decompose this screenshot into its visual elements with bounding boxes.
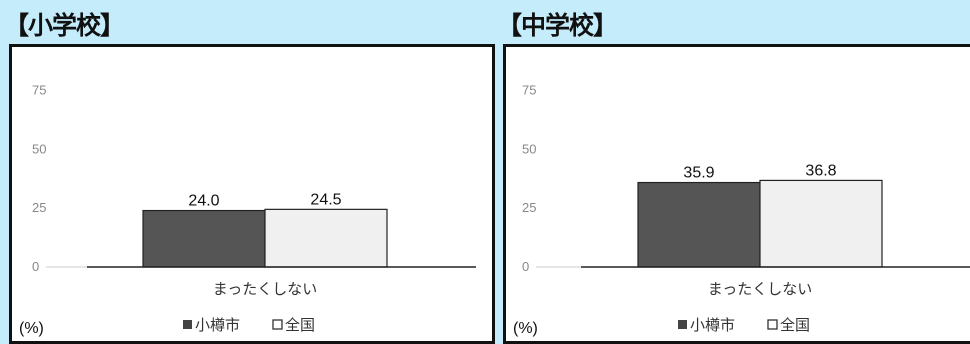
category-label: まったくしない	[708, 280, 812, 298]
unit-label: (%)	[19, 320, 44, 337]
legend-label-national: 全国	[285, 316, 315, 334]
bar-national	[759, 179, 883, 268]
legend-marker-otaru	[678, 320, 687, 329]
chart-panel-elementary: 0 25 50 75 24.0 24.5 まったくしない小樽市 全国 (%)	[9, 44, 495, 344]
y-tick-label: 75	[32, 83, 46, 98]
bar-value-label: 24.5	[310, 191, 341, 208]
y-tick-label: 50	[32, 141, 46, 156]
category-label: まったくしない	[213, 280, 317, 298]
y-tick-label: 50	[522, 141, 536, 156]
chart-title-junior-high: 【中学校】	[497, 11, 618, 40]
legend-marker-otaru	[183, 320, 192, 329]
bar-otaru	[142, 209, 266, 268]
bar-value-label: 36.8	[805, 162, 836, 179]
legend-marker-national	[272, 319, 283, 330]
bar-otaru	[637, 181, 761, 268]
y-tick-label: 75	[522, 83, 536, 98]
chart-panel-junior-high: 0 25 50 75 35.9 36.8 まったくしない小樽市 全国 (%)	[503, 44, 970, 344]
bar-value-label: 35.9	[683, 165, 714, 182]
legend-label-national: 全国	[780, 316, 810, 334]
bar-value-label: 24.0	[188, 193, 219, 210]
chart-title-elementary: 【小学校】	[4, 11, 125, 40]
legend-marker-national	[767, 319, 778, 330]
y-tick-label: 25	[522, 200, 536, 215]
y-tick-label: 0	[32, 259, 39, 274]
legend-label-otaru: 小樽市	[195, 316, 240, 334]
unit-label: (%)	[513, 320, 538, 337]
y-tick-label: 0	[522, 259, 529, 274]
y-tick-label: 25	[32, 200, 46, 215]
bar-national	[264, 208, 388, 268]
legend-label-otaru: 小樽市	[690, 316, 735, 334]
